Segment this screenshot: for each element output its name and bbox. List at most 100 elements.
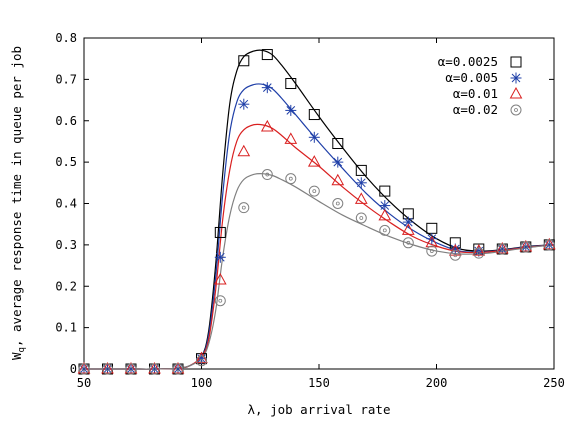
y-tick-label: 0.1: [55, 321, 77, 335]
data-point-series-2: [261, 82, 273, 94]
marker-square: [285, 78, 297, 90]
data-point-series-4: [214, 295, 226, 307]
y-tick-label: 0.3: [55, 238, 77, 252]
marker-asterisk-d2: [333, 157, 343, 167]
data-point-series-3: [519, 239, 533, 252]
marker-square: [355, 164, 367, 176]
x-tick-label: 250: [543, 376, 565, 390]
marker-circle-inner: [382, 228, 387, 233]
marker-triangle: [237, 144, 251, 157]
data-point-series-3: [542, 237, 556, 250]
marker-triangle: [495, 241, 509, 254]
data-point-series-2: [402, 216, 414, 228]
marker-circle-outer: [172, 363, 184, 375]
data-point-series-1: [308, 109, 320, 121]
data-point-series-1: [238, 55, 250, 67]
y-tick-label: 0.7: [55, 72, 77, 86]
marker-asterisk-d2: [286, 106, 296, 115]
data-point-series-3: [101, 361, 114, 374]
marker-square: [332, 138, 344, 150]
data-point-series-4: [402, 237, 414, 249]
y-tick-label: 0.6: [55, 114, 77, 128]
marker-triangle: [101, 361, 114, 374]
marker-triangle: [260, 119, 274, 132]
marker-circle-inner: [176, 367, 180, 371]
data-point-series-3: [195, 351, 208, 364]
data-point-series-3: [331, 173, 345, 186]
marker-circle-inner: [312, 189, 317, 193]
data-point-series-3: [260, 119, 274, 132]
legend-label-2: α=0.005: [445, 70, 498, 85]
marker-square: [238, 55, 250, 67]
legend-marker-2: [510, 72, 522, 84]
marker-circle-outer: [214, 295, 226, 307]
y-axis-label: Wq, average response time in queue per j…: [9, 46, 27, 360]
marker-triangle: [448, 244, 462, 256]
data-point-series-2: [214, 251, 226, 263]
marker-triangle: [331, 173, 345, 186]
marker-circle-outer: [308, 185, 320, 197]
marker-circle-inner: [335, 201, 340, 206]
marker-triangle: [519, 239, 533, 252]
marker-square: [426, 222, 438, 234]
marker-asterisk-d2: [521, 242, 531, 252]
x-tick-label: 200: [426, 376, 448, 390]
marker-triangle: [284, 132, 298, 144]
data-point-series-4: [102, 363, 113, 375]
data-point-series-3: [307, 155, 321, 167]
marker-asterisk-d2: [173, 364, 183, 374]
marker-square: [214, 226, 226, 238]
data-point-series-4: [520, 241, 532, 253]
marker-triangle: [354, 192, 368, 204]
x-tick-label: 50: [77, 376, 91, 390]
marker-circle-outer: [78, 363, 90, 375]
marker-circle-outer: [510, 104, 522, 116]
data-point-series-4: [196, 355, 207, 367]
data-point-series-2: [238, 98, 250, 110]
data-point-series-2: [426, 233, 438, 245]
data-point-series-3: [213, 273, 227, 285]
marker-circle-inner: [523, 245, 528, 249]
data-point-series-4: [473, 247, 485, 259]
legend-label-4: α=0.02: [453, 102, 498, 117]
legend-marker-3: [509, 86, 523, 99]
data-point-series-3: [448, 244, 462, 256]
marker-circle-outer: [102, 363, 113, 375]
marker-circle-inner: [406, 240, 411, 245]
marker-circle-inner: [218, 298, 223, 303]
series-line-4: [84, 173, 555, 370]
marker-circle-outer: [149, 363, 160, 375]
marker-triangle: [77, 361, 91, 374]
marker-circle-outer: [125, 363, 137, 375]
marker-circle-outer: [402, 237, 414, 249]
y-tick-label: 0.4: [55, 197, 77, 211]
marker-asterisk-d2: [403, 217, 413, 227]
marker-triangle: [401, 223, 415, 235]
marker-asterisk-d2: [150, 364, 159, 374]
y-axis-label-rest: , average response time in queue per job: [9, 46, 24, 347]
marker-asterisk-d2: [511, 73, 521, 83]
marker-circle-inner: [241, 205, 246, 210]
data-point-series-4: [379, 224, 391, 236]
data-point-series-4: [78, 363, 90, 375]
marker-triangle: [148, 361, 161, 374]
x-tick-label: 150: [308, 376, 330, 390]
data-point-series-1: [332, 138, 344, 150]
data-point-series-1: [379, 185, 391, 197]
marker-asterisk-d2: [497, 244, 507, 254]
data-point-series-2: [332, 156, 344, 168]
marker-triangle: [213, 273, 227, 285]
marker-circle-inner: [199, 358, 204, 363]
marker-circle-outer: [496, 243, 508, 255]
marker-circle-outer: [285, 173, 297, 185]
marker-asterisk-d2: [239, 99, 249, 109]
data-point-series-1: [426, 222, 438, 234]
marker-asterisk-d2: [126, 364, 136, 374]
marker-circle-outer: [520, 241, 532, 253]
data-point-series-1: [214, 226, 226, 238]
y-tick-label: 0: [70, 362, 77, 376]
marker-circle-inner: [129, 367, 133, 371]
marker-circle-inner: [82, 367, 86, 371]
data-point-series-4: [238, 202, 250, 214]
